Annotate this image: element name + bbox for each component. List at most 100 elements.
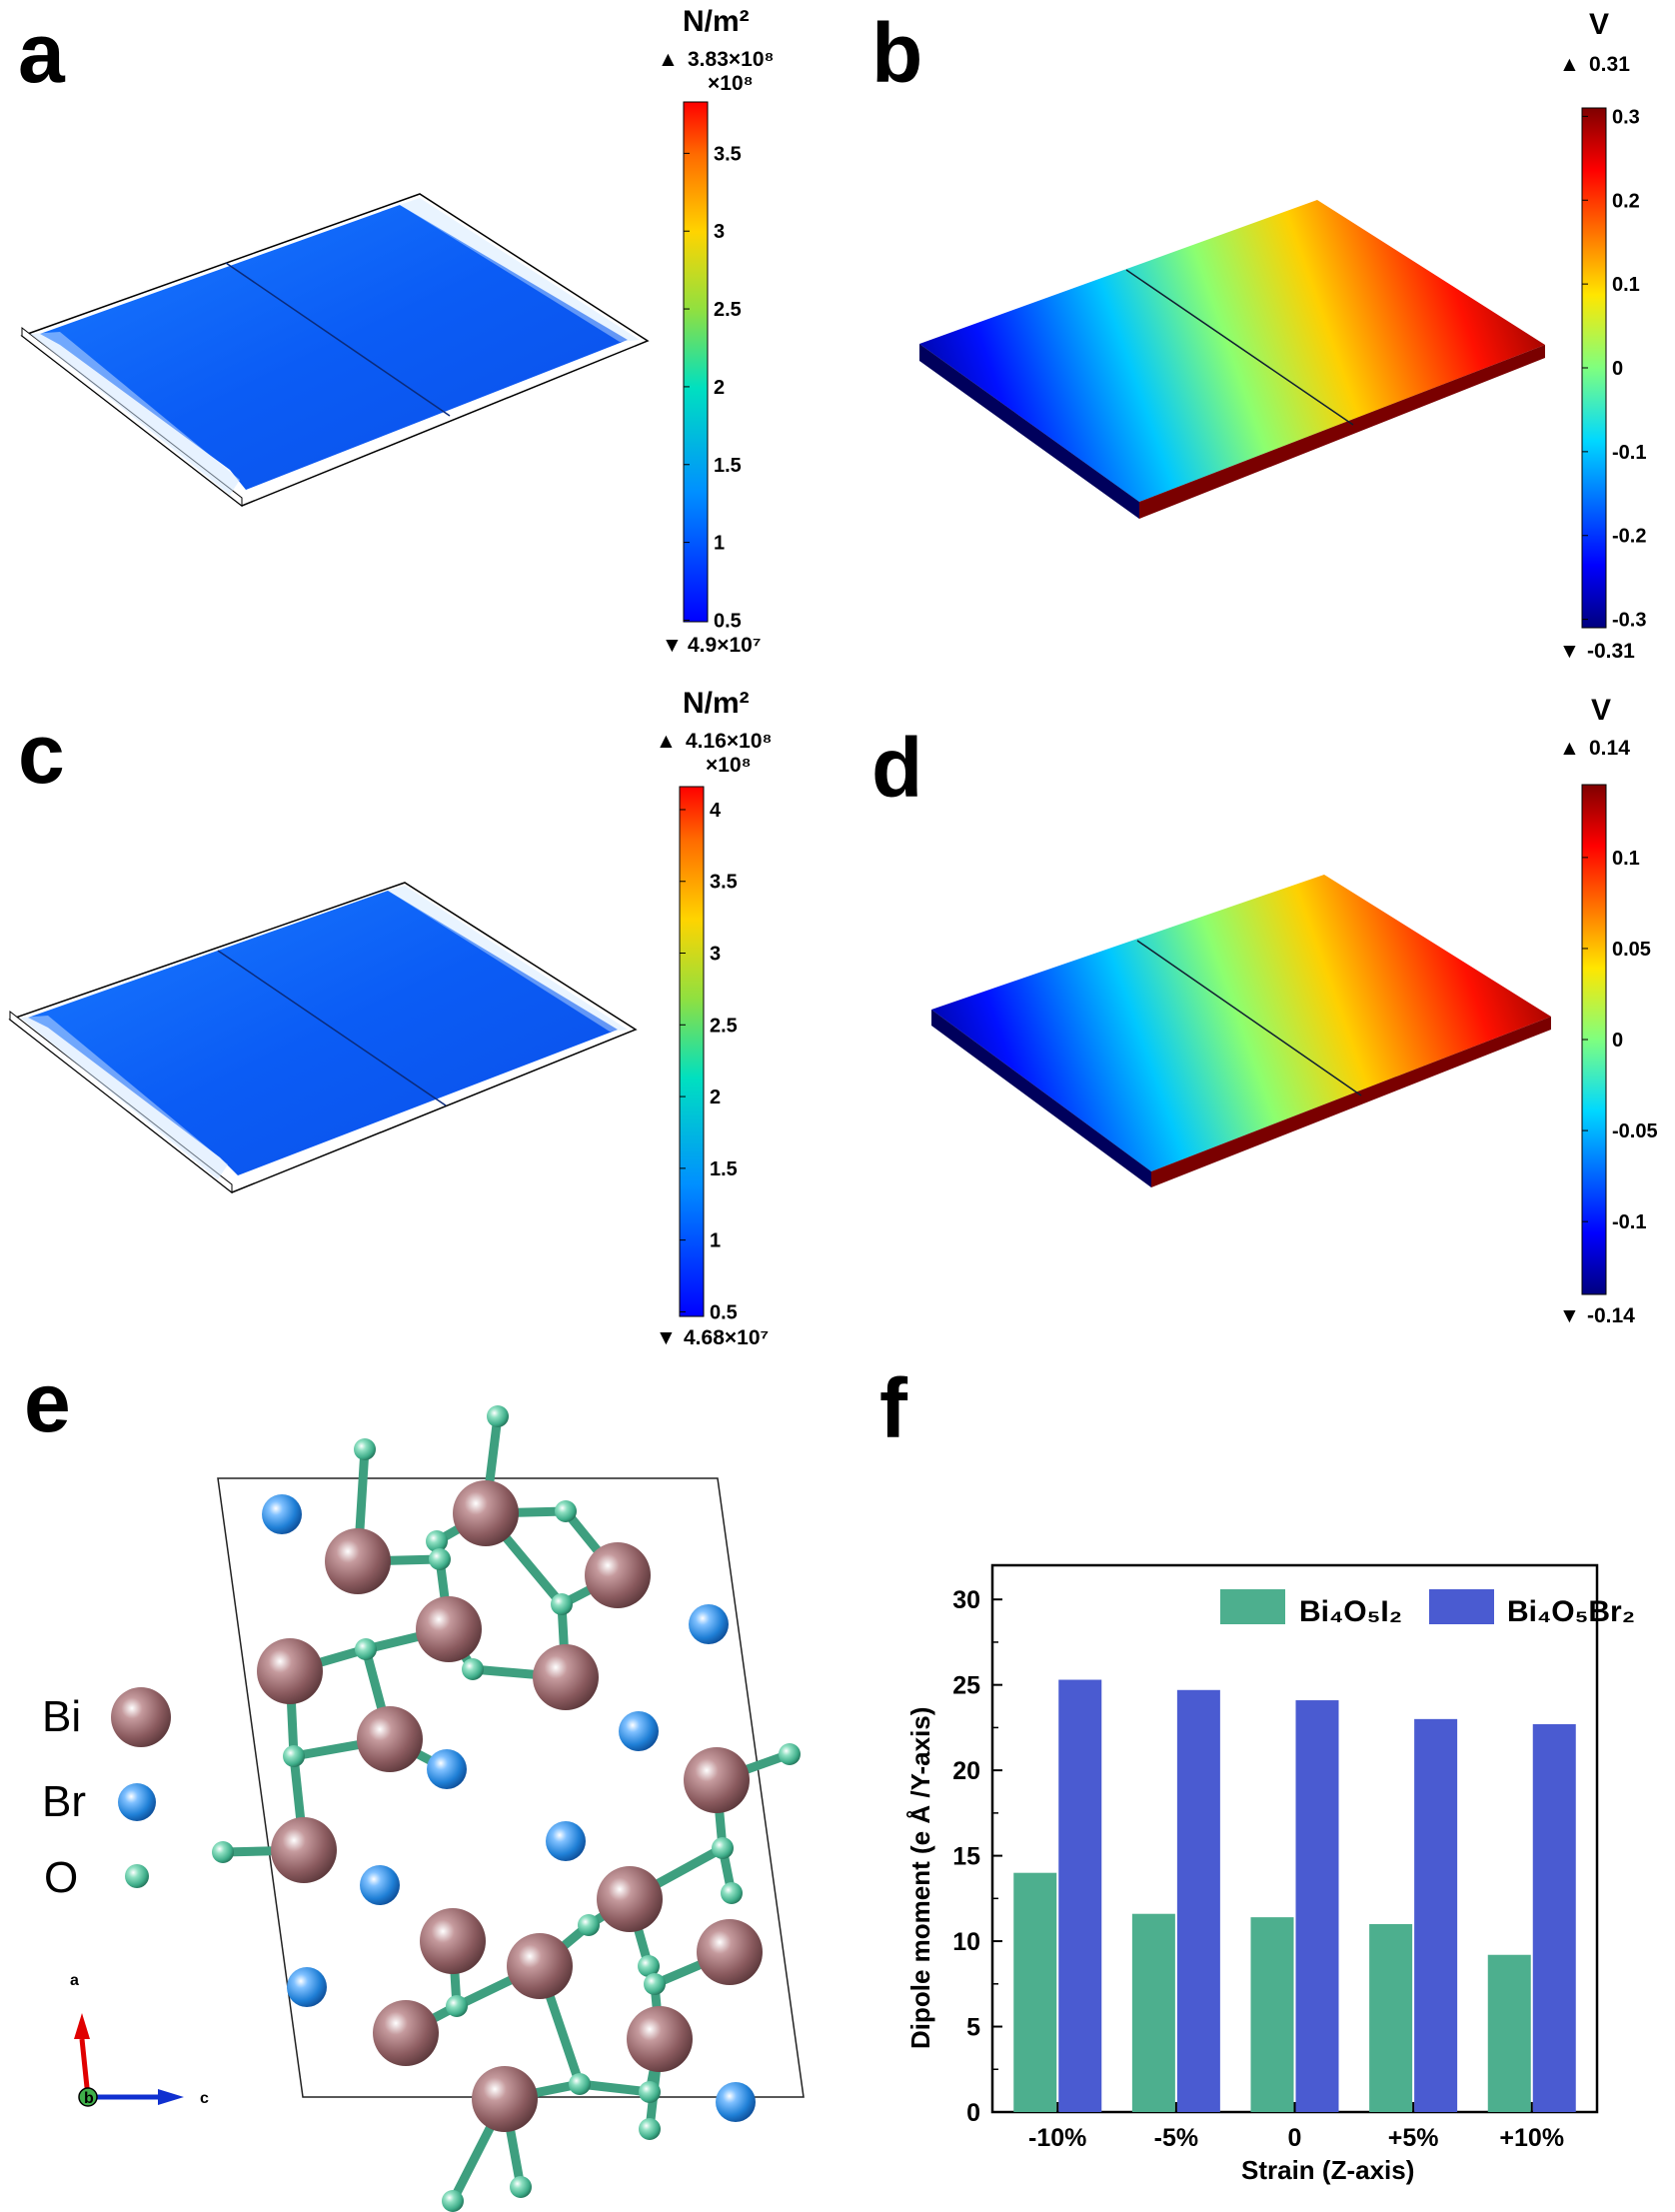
bar-series-1 [1013, 1872, 1057, 2112]
bi-atom [697, 1919, 763, 1985]
colorbar-a-min-marker: ▼ [662, 634, 683, 657]
colorbar-b-tick-label: -0.3 [1612, 610, 1646, 632]
y-tick-label: 0 [966, 2099, 980, 2127]
bar-series-2 [1295, 1700, 1339, 2112]
colorbar-a-max-label: 3.83×10⁸ [688, 48, 774, 71]
colorbar-c-tick-label: 2 [710, 1087, 721, 1108]
br-atom [360, 1865, 400, 1905]
br-atom [619, 1711, 659, 1751]
panel-letter-f: f [879, 1361, 908, 1455]
br-atom [546, 1821, 586, 1861]
o-atom [283, 1745, 305, 1767]
colorbar-c-max-marker: ▲ [656, 730, 677, 753]
o-atom [639, 2118, 661, 2140]
colorbar-a-tick-label: 3.5 [714, 143, 742, 165]
colorbar-d-max-label: 0.14 [1589, 737, 1630, 760]
colorbar-b-tick-label: 0.1 [1612, 274, 1640, 296]
bi-atom [585, 1542, 651, 1608]
bar-series-2 [1058, 1679, 1102, 2112]
panel-a-plate [20, 193, 650, 508]
a-axis-arrowhead [74, 2013, 90, 2039]
colorbar-d-tick-label: -0.1 [1612, 1211, 1646, 1233]
bi-atom [357, 1706, 423, 1772]
colorbar-c-min-label: 4.68×10⁷ [684, 1326, 769, 1349]
o-atom [462, 1658, 484, 1680]
o-atom [721, 1882, 743, 1904]
element-legend: Bi Br O [42, 1687, 171, 1902]
x-tick-label: +5% [1388, 2124, 1439, 2152]
colorbar-d-max-marker: ▲ [1559, 737, 1580, 760]
legend-label-series-2: Bi₄O₅Br₂ [1507, 1595, 1635, 1628]
bar-series-2 [1532, 1723, 1576, 2112]
colorbar-c-tick-label: 3 [710, 944, 721, 966]
bi-atom [271, 1817, 337, 1883]
colorbar-a-tick-label: 1 [714, 533, 725, 555]
colorbar-c-tick-label: 3.5 [710, 872, 738, 894]
bar-series-1 [1250, 1917, 1294, 2112]
colorbar-b-unit: V [1589, 8, 1609, 41]
o-atom [555, 1500, 577, 1522]
y-tick-label: 25 [952, 1672, 980, 1700]
br-atom [716, 2082, 756, 2122]
o-atom [578, 1914, 600, 1936]
unit-cell [217, 1477, 805, 2098]
colorbar-b-min-label: -0.31 [1587, 640, 1635, 663]
colorbar-b-tick-label: 0.2 [1612, 190, 1640, 212]
y-axis: 0 5 10 15 20 25 30 [952, 1586, 1002, 2127]
panel-letter-d: d [871, 721, 922, 815]
colorbar-c: N/m² ▲ 4.16×10⁸ ×10⁸ 43.532.521.510.5 ▼ … [656, 687, 772, 1349]
bi-atom [507, 1933, 573, 1999]
colorbar-a-min-label: 4.9×10⁷ [688, 634, 761, 657]
o-atom [429, 1548, 451, 1570]
legend-br-sphere [118, 1783, 156, 1821]
o-atom [442, 2190, 464, 2212]
colorbar-d-tick-label: 0.1 [1612, 848, 1640, 870]
y-tick-label: 20 [952, 1757, 980, 1785]
bi-atom [472, 2066, 538, 2132]
colorbar-b-tick-label: 0.3 [1612, 106, 1640, 128]
bi-atom [684, 1747, 750, 1813]
br-atom [427, 1749, 467, 1789]
c-axis-label: c [200, 2090, 209, 2107]
panel-letter-b: b [871, 6, 922, 100]
legend-bi-sphere [111, 1687, 171, 1747]
o-atom [355, 1638, 377, 1660]
panel-d-plate [931, 875, 1551, 1187]
legend-label-series-1: Bi₄O₅I₂ [1299, 1595, 1402, 1628]
x-tick-label: 0 [1288, 2124, 1302, 2152]
br-atom [287, 1967, 327, 2007]
panel-letter-e: e [24, 1355, 71, 1449]
colorbar-d-min-label: -0.14 [1587, 1304, 1635, 1327]
c-axis-arrowhead [158, 2089, 184, 2105]
legend-swatch-series-1 [1220, 1589, 1285, 1624]
colorbar-d-min-marker: ▼ [1559, 1304, 1580, 1327]
legend-o-label: O [44, 1853, 78, 1902]
bars [1013, 1679, 1576, 2112]
colorbar-a-tick-label: 2.5 [714, 299, 742, 321]
bar-series-1 [1487, 1954, 1531, 2112]
colorbar-d-tick-label: 0 [1612, 1030, 1623, 1052]
x-tick-label: +10% [1499, 2124, 1564, 2152]
colorbar-d-unit: V [1591, 694, 1611, 727]
colorbar-c-multiplier: ×10⁸ [706, 754, 752, 777]
panel-letter-a: a [18, 6, 66, 100]
bar-series-1 [1131, 1913, 1175, 2112]
panel-b-plate [919, 200, 1545, 519]
y-tick-label: 5 [966, 2014, 980, 2042]
colorbar-a-tick-label: 3 [714, 221, 725, 243]
bar-series-2 [1414, 1718, 1458, 2112]
x-tick-label: -5% [1154, 2124, 1198, 2152]
legend-o-sphere [125, 1864, 149, 1888]
bar-series-1 [1369, 1923, 1413, 2112]
colorbar-c-tick-label: 0.5 [710, 1301, 738, 1323]
x-tick-label: -10% [1028, 2124, 1086, 2152]
o-atom [212, 1841, 234, 1863]
colorbar-b-tick-label: 0 [1612, 358, 1623, 380]
colorbar-a-unit: N/m² [683, 5, 750, 38]
x-axis: -10% -5% 0 +5% +10% [1028, 2102, 1564, 2152]
a-axis-label: a [70, 1972, 79, 1989]
colorbar-b-tick-label: -0.2 [1612, 526, 1646, 548]
colorbar-d-tick-label: -0.05 [1612, 1120, 1658, 1142]
br-atom [689, 1604, 729, 1644]
